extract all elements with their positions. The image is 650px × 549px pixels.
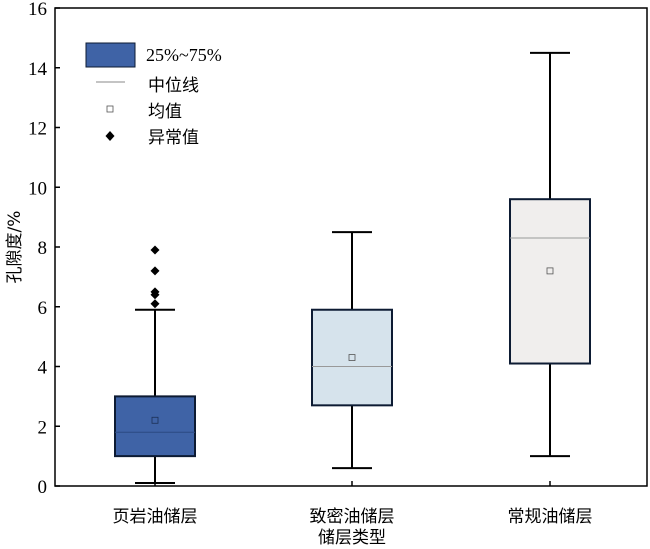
legend-mean-label: 均值 xyxy=(148,102,182,122)
y-tick-label: 12 xyxy=(28,119,47,140)
y-tick-label: 16 xyxy=(28,0,47,20)
outlier-point xyxy=(150,299,160,309)
y-tick-label: 8 xyxy=(38,238,48,259)
x-tick-label: 页岩油储层 xyxy=(113,507,198,527)
iqr-box xyxy=(509,198,591,365)
y-tick-label: 4 xyxy=(38,358,48,379)
legend-median-label: 中位线 xyxy=(148,76,199,96)
outlier-point xyxy=(150,245,160,255)
iqr-box xyxy=(311,308,393,407)
mean-marker xyxy=(546,267,554,275)
y-tick-label: 10 xyxy=(28,178,47,199)
legend-outlier-label: 异常值 xyxy=(148,128,199,148)
y-axis-label: 孔隙度/% xyxy=(5,211,25,284)
outlier-point xyxy=(150,287,160,297)
outlier-point xyxy=(150,266,160,276)
legend-mean-marker xyxy=(106,105,114,113)
iqr-box xyxy=(114,395,196,458)
y-tick-label: 6 xyxy=(38,298,48,319)
mean-marker xyxy=(348,354,356,361)
legend-outlier-marker xyxy=(105,131,115,141)
x-axis-label: 储层类型 xyxy=(318,528,386,548)
legend: 25%~75% 中位线 均值 异常值 xyxy=(85,42,222,148)
box-2 xyxy=(311,231,393,470)
legend-box-swatch xyxy=(85,42,136,68)
x-tick-label: 致密油储层 xyxy=(310,507,395,527)
y-tick-label: 14 xyxy=(28,59,48,80)
legend-box-label: 25%~75% xyxy=(146,45,222,65)
x-tick-label: 常规油储层 xyxy=(508,507,593,527)
y-tick-label: 0 xyxy=(38,477,48,498)
box-1 xyxy=(114,245,196,485)
y-tick-label: 2 xyxy=(38,417,48,438)
mean-marker xyxy=(151,416,159,424)
box-3 xyxy=(509,51,591,458)
